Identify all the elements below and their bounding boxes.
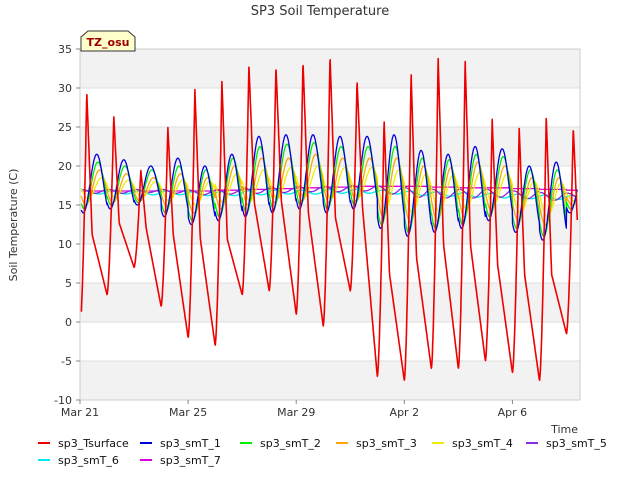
x-tick-label: Mar 29	[277, 406, 315, 419]
y-tick-label: 5	[65, 277, 72, 290]
y-tick-label: 25	[58, 121, 72, 134]
legend-label-sp3_smT_6: sp3_smT_6	[58, 454, 119, 467]
plot-frame	[79, 48, 581, 401]
series-layer	[80, 57, 579, 381]
chart-title: SP3 Soil Temperature	[251, 4, 389, 19]
x-axis-label: Time	[550, 423, 578, 436]
y-tick-label: -10	[54, 394, 72, 407]
x-tick-label: Mar 25	[169, 406, 207, 419]
legend-label-sp3_smT_4: sp3_smT_4	[452, 437, 513, 450]
band-20	[80, 127, 580, 166]
band--10	[80, 361, 580, 400]
y-tick-label: 30	[58, 82, 72, 95]
x-tick-label: Mar 21	[61, 406, 99, 419]
legend-label-sp3_smT_5: sp3_smT_5	[546, 437, 607, 450]
legend-label-sp3_Tsurface: sp3_Tsurface	[58, 437, 129, 450]
site-badge-label: TZ_osu	[87, 36, 130, 49]
legend-label-sp3_smT_3: sp3_smT_3	[356, 437, 417, 450]
legend-label-sp3_smT_2: sp3_smT_2	[260, 437, 321, 450]
y-tick-label: -5	[61, 355, 72, 368]
x-tick-label: Apr 6	[498, 406, 528, 419]
legend-label-sp3_smT_7: sp3_smT_7	[160, 454, 221, 467]
site-badge: TZ_osu	[80, 30, 136, 52]
legend: sp3_Tsurface sp3_smT_1 sp3_smT_2 sp3_smT_3 s…	[38, 437, 607, 467]
y-axis: -10 -5 0 5 10 15 20 25 30 35	[54, 43, 80, 407]
y-tick-label: 15	[58, 199, 72, 212]
series-line-sp3_Tsurface	[80, 57, 579, 381]
y-axis-label: Soil Temperature (C)	[7, 169, 20, 282]
y-tick-label: 35	[58, 43, 72, 56]
x-tick-label: Apr 2	[390, 406, 420, 419]
x-axis: Mar 21 Mar 25 Mar 29 Apr 2 Apr 6	[61, 400, 527, 419]
y-tick-label: 10	[58, 238, 72, 251]
y-tick-label: 0	[65, 316, 72, 329]
site-badge-shape	[80, 30, 136, 52]
y-tick-label: 20	[58, 160, 72, 173]
band-10	[80, 205, 580, 244]
legend-label-sp3_smT_1: sp3_smT_1	[160, 437, 221, 450]
